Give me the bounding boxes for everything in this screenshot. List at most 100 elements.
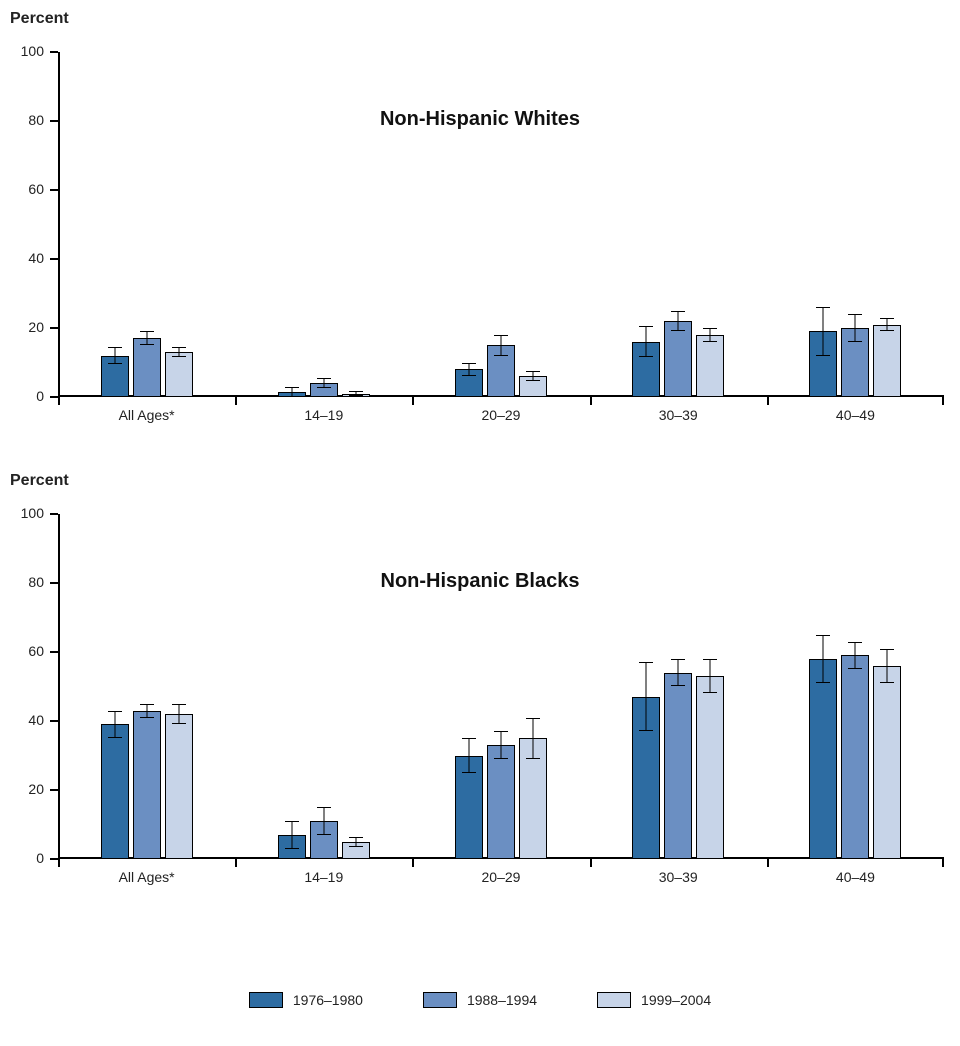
x-tick: [767, 397, 769, 405]
bar: [841, 655, 869, 859]
x-category-label: 20–29: [412, 407, 589, 423]
error-bar-cap-bottom: [108, 363, 122, 364]
error-bar-cap-top: [671, 311, 685, 312]
error-bar-cap-bottom: [671, 685, 685, 686]
legend-item: 1999–2004: [597, 992, 711, 1008]
error-bar-stem: [855, 314, 856, 342]
bar: [133, 711, 161, 859]
error-bar: [639, 662, 653, 731]
y-tick: [50, 582, 58, 584]
error-bar: [703, 659, 717, 694]
error-bar: [317, 378, 331, 388]
x-category-label: 30–39: [590, 407, 767, 423]
error-bar-stem: [646, 326, 647, 357]
error-bar: [671, 659, 685, 687]
error-bar: [848, 642, 862, 670]
error-bar-stem: [710, 328, 711, 342]
error-bar-cap-bottom: [349, 395, 363, 396]
error-bar: [108, 347, 122, 364]
panel: PercentNon-Hispanic Blacks020406080100Al…: [0, 472, 960, 912]
error-bar-stem: [114, 711, 115, 739]
error-bar-cap-top: [639, 662, 653, 663]
error-bar-stem: [501, 731, 502, 759]
y-tick-label: 0: [10, 850, 44, 866]
y-tick-label: 100: [10, 505, 44, 521]
error-bar-cap-top: [494, 731, 508, 732]
error-bar-cap-top: [349, 837, 363, 838]
x-tick: [412, 397, 414, 405]
y-tick: [50, 720, 58, 722]
x-axis-end-tick: [942, 859, 944, 867]
error-bar-stem: [469, 738, 470, 773]
y-tick: [50, 258, 58, 260]
x-tick: [590, 397, 592, 405]
error-bar: [816, 635, 830, 683]
bar: [664, 321, 692, 397]
x-category-label: All Ages*: [58, 869, 235, 885]
error-bar-cap-bottom: [703, 692, 717, 693]
error-bar-cap-bottom: [671, 330, 685, 331]
error-bar: [462, 363, 476, 377]
error-bar-cap-bottom: [140, 344, 154, 345]
plot-area: 020406080100All Ages*14–1920–2930–3940–4…: [58, 514, 944, 859]
error-bar-cap-bottom: [349, 846, 363, 847]
bar: [165, 714, 193, 859]
error-bar: [285, 387, 299, 397]
legend-item: 1976–1980: [249, 992, 363, 1008]
error-bar-cap-bottom: [494, 355, 508, 356]
error-bar-cap-bottom: [462, 772, 476, 773]
legend-label: 1988–1994: [467, 992, 537, 1008]
error-bar-stem: [887, 649, 888, 684]
x-category-label: 14–19: [235, 407, 412, 423]
y-tick: [50, 858, 58, 860]
page: PercentNon-Hispanic Whites020406080100Al…: [0, 0, 960, 1046]
y-axis: [58, 52, 60, 397]
error-bar-cap-top: [462, 363, 476, 364]
error-bar-cap-bottom: [317, 834, 331, 835]
error-bar-cap-top: [639, 326, 653, 327]
error-bar-stem: [533, 718, 534, 759]
error-bar-stem: [114, 347, 115, 364]
error-bar-cap-top: [703, 659, 717, 660]
error-bar-cap-bottom: [526, 758, 540, 759]
error-bar-cap-top: [140, 704, 154, 705]
error-bar-stem: [178, 704, 179, 725]
error-bar-cap-bottom: [880, 330, 894, 331]
y-tick-label: 20: [10, 319, 44, 335]
error-bar-cap-top: [848, 642, 862, 643]
legend-label: 1976–1980: [293, 992, 363, 1008]
y-axis-label: Percent: [10, 10, 69, 28]
error-bar-cap-top: [108, 711, 122, 712]
error-bar-cap-top: [317, 378, 331, 379]
error-bar-cap-bottom: [172, 356, 186, 357]
legend: 1976–1980 1988–1994 1999–2004: [0, 992, 960, 1008]
error-bar-stem: [469, 363, 470, 377]
y-tick: [50, 513, 58, 515]
error-bar-stem: [146, 704, 147, 718]
legend-swatch: [423, 992, 457, 1008]
error-bar-cap-top: [526, 371, 540, 372]
error-bar-cap-bottom: [880, 682, 894, 683]
error-bar-stem: [291, 821, 292, 849]
error-bar-cap-top: [140, 331, 154, 332]
plot-area: 020406080100All Ages*14–1920–2930–3940–4…: [58, 52, 944, 397]
error-bar: [526, 371, 540, 381]
bar: [809, 659, 837, 859]
bar: [133, 338, 161, 397]
x-tick: [590, 859, 592, 867]
error-bar-cap-bottom: [703, 341, 717, 342]
x-tick: [767, 859, 769, 867]
error-bar-cap-bottom: [285, 396, 299, 397]
error-bar-stem: [323, 807, 324, 835]
error-bar-cap-bottom: [494, 758, 508, 759]
error-bar: [285, 821, 299, 849]
error-bar-cap-bottom: [108, 737, 122, 738]
error-bar-cap-top: [285, 821, 299, 822]
y-tick: [50, 189, 58, 191]
y-tick: [50, 651, 58, 653]
bar: [664, 673, 692, 859]
bar: [873, 325, 901, 397]
y-axis: [58, 514, 60, 859]
bar: [696, 676, 724, 859]
y-tick-label: 80: [10, 112, 44, 128]
